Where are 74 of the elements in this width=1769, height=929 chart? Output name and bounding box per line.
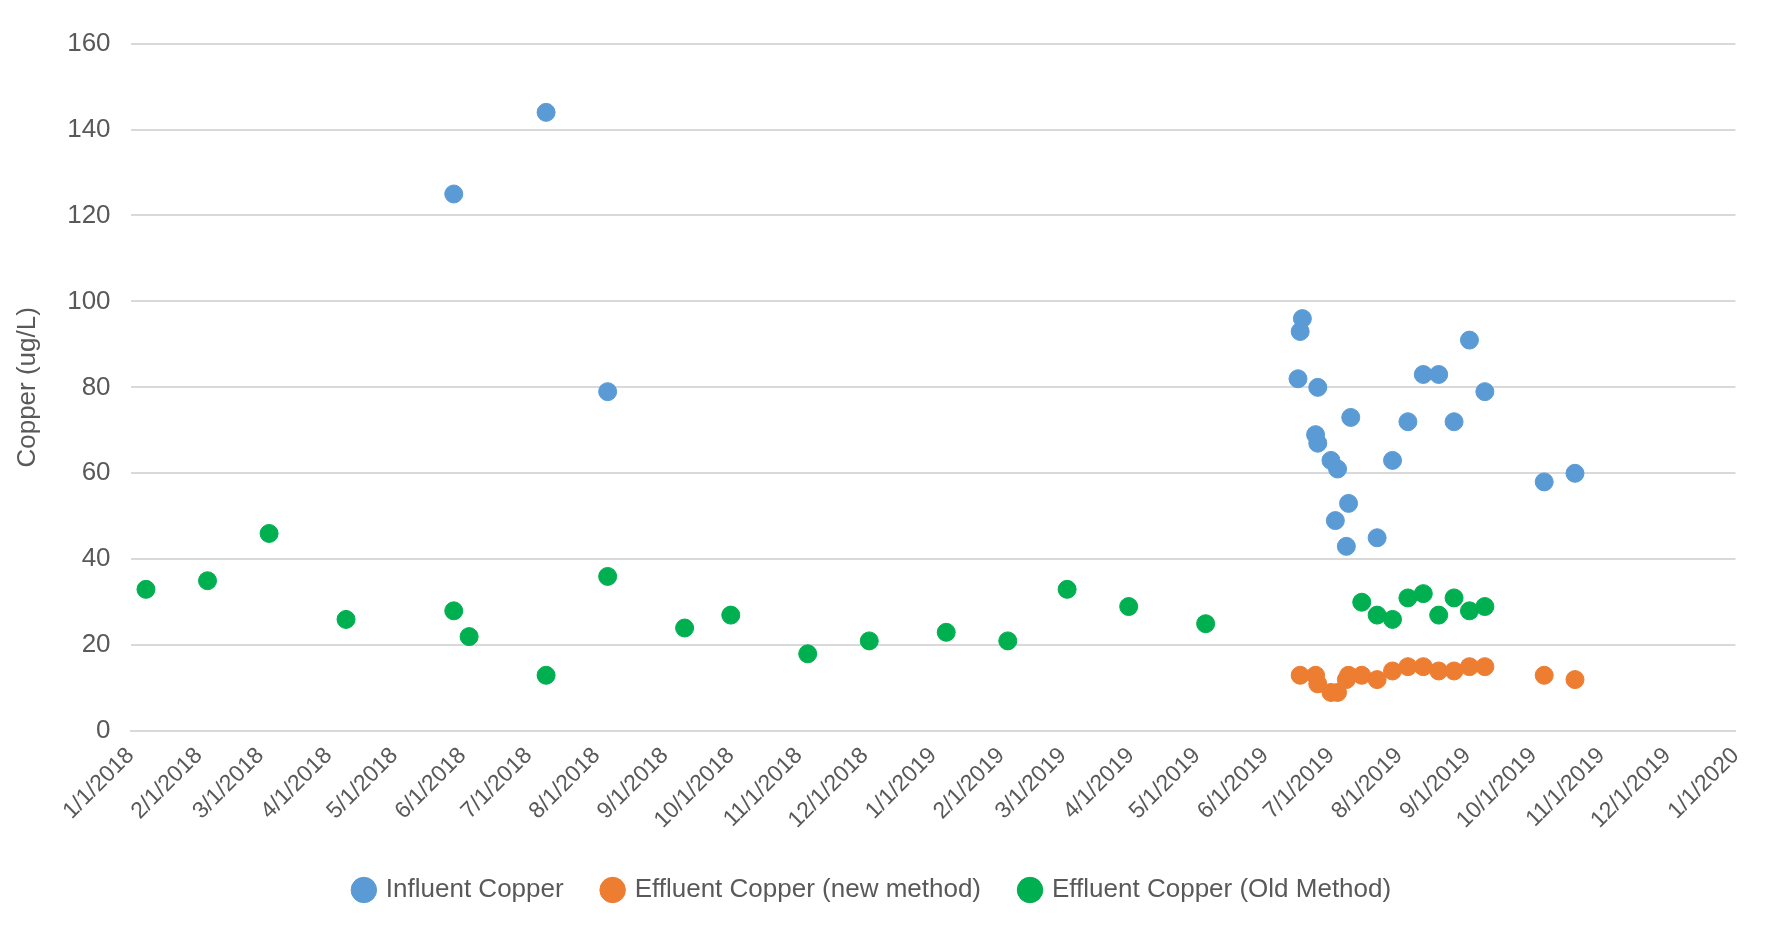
point bbox=[1444, 588, 1464, 608]
point bbox=[1534, 665, 1554, 685]
point bbox=[1398, 657, 1418, 677]
point bbox=[1308, 433, 1328, 453]
point bbox=[1308, 377, 1328, 397]
point bbox=[1429, 661, 1449, 681]
point bbox=[136, 579, 156, 599]
point bbox=[259, 523, 279, 543]
point bbox=[1383, 450, 1403, 470]
legend-label: Effluent Copper (Old Method) bbox=[1052, 873, 1392, 904]
point bbox=[1398, 412, 1418, 432]
y-tick-label: 60 bbox=[81, 456, 111, 487]
point bbox=[1413, 584, 1433, 604]
y-tick-label: 80 bbox=[81, 370, 111, 401]
point bbox=[1534, 472, 1554, 492]
y-tick-label: 120 bbox=[67, 198, 111, 229]
point bbox=[936, 622, 956, 642]
point bbox=[444, 601, 464, 621]
point bbox=[336, 609, 356, 629]
point bbox=[1336, 536, 1356, 556]
point bbox=[721, 605, 741, 625]
point bbox=[1429, 364, 1449, 384]
y-tick-label: 20 bbox=[81, 628, 111, 659]
point bbox=[1383, 661, 1403, 681]
point bbox=[598, 382, 618, 402]
point bbox=[1475, 597, 1495, 617]
y-axis-title: Copper (ug/L) bbox=[10, 307, 41, 468]
point bbox=[1328, 459, 1348, 479]
point bbox=[1444, 661, 1464, 681]
point bbox=[1308, 674, 1328, 694]
point bbox=[1459, 330, 1479, 350]
point bbox=[675, 618, 695, 638]
point bbox=[1367, 670, 1387, 690]
point bbox=[1413, 657, 1433, 677]
point bbox=[998, 631, 1018, 651]
point bbox=[1367, 605, 1387, 625]
point bbox=[1383, 609, 1403, 629]
legend-label: Effluent Copper (new method) bbox=[634, 873, 982, 904]
point bbox=[1565, 463, 1585, 483]
point bbox=[1196, 614, 1216, 634]
y-tick-label: 100 bbox=[67, 284, 111, 315]
point bbox=[1413, 364, 1433, 384]
point bbox=[598, 566, 618, 586]
point bbox=[1459, 657, 1479, 677]
point bbox=[1565, 670, 1585, 690]
y-tick-label: 140 bbox=[67, 112, 111, 143]
point bbox=[444, 184, 464, 204]
point bbox=[1339, 493, 1359, 513]
y-tick-label: 160 bbox=[67, 26, 111, 57]
point bbox=[1367, 528, 1387, 548]
point bbox=[1475, 657, 1495, 677]
point bbox=[1475, 382, 1495, 402]
point bbox=[1444, 412, 1464, 432]
point bbox=[1429, 605, 1449, 625]
point bbox=[198, 571, 218, 591]
point bbox=[1341, 407, 1361, 427]
point bbox=[459, 627, 479, 647]
point bbox=[1288, 369, 1308, 389]
point bbox=[1459, 601, 1479, 621]
y-tick-label: 0 bbox=[96, 714, 111, 745]
point bbox=[1352, 592, 1372, 612]
point bbox=[1290, 322, 1310, 341]
point bbox=[1352, 665, 1372, 685]
point bbox=[536, 102, 556, 122]
point bbox=[859, 631, 879, 651]
point bbox=[1057, 579, 1077, 599]
y-tick-label: 40 bbox=[81, 542, 111, 573]
legend-label: Influent Copper bbox=[385, 873, 564, 904]
point bbox=[1119, 597, 1139, 617]
point bbox=[1290, 665, 1310, 685]
point bbox=[1398, 588, 1418, 608]
point bbox=[536, 665, 556, 685]
point bbox=[798, 644, 818, 664]
point bbox=[1325, 511, 1345, 531]
